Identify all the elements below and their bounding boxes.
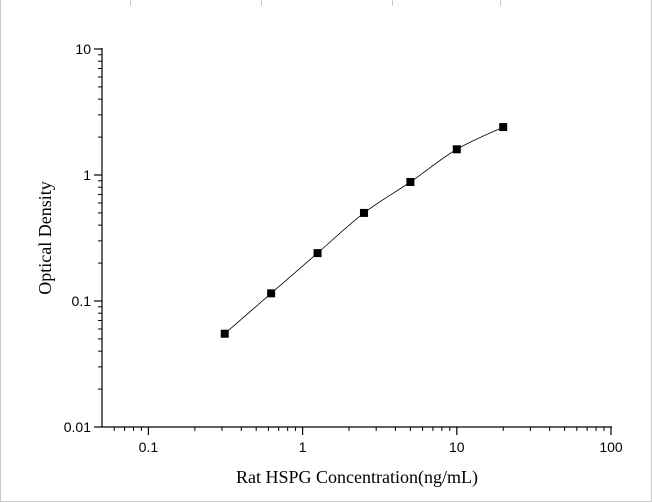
minor-ticks bbox=[98, 54, 605, 431]
fit-curve bbox=[224, 126, 504, 335]
data-point bbox=[406, 177, 415, 186]
data-point bbox=[499, 123, 508, 132]
data-point bbox=[267, 289, 276, 298]
y-tick-label: 10 bbox=[75, 41, 91, 57]
data-point bbox=[452, 145, 461, 154]
x-tick-label: 1 bbox=[299, 439, 307, 455]
data-point bbox=[359, 208, 368, 217]
x-tick-label: 100 bbox=[599, 439, 623, 455]
data-points bbox=[220, 123, 508, 338]
x-axis-label: Rat HSPG Concentration(ng/mL) bbox=[236, 467, 478, 488]
y-axis-label: Optical Density bbox=[35, 181, 55, 294]
top-strip bbox=[0, 0, 652, 6]
tick-labels: 0.1 1 10 100 0.01 0.1 1 10 bbox=[64, 41, 623, 455]
y-tick-label: 0.1 bbox=[72, 293, 92, 309]
x-tick-label: 0.1 bbox=[139, 439, 159, 455]
y-tick-label: 0.01 bbox=[64, 419, 91, 435]
data-point bbox=[220, 329, 229, 338]
axes bbox=[101, 48, 612, 428]
data-point bbox=[313, 249, 322, 258]
x-tick-label: 10 bbox=[449, 439, 465, 455]
major-ticks bbox=[94, 48, 612, 435]
y-tick-label: 1 bbox=[83, 167, 91, 183]
